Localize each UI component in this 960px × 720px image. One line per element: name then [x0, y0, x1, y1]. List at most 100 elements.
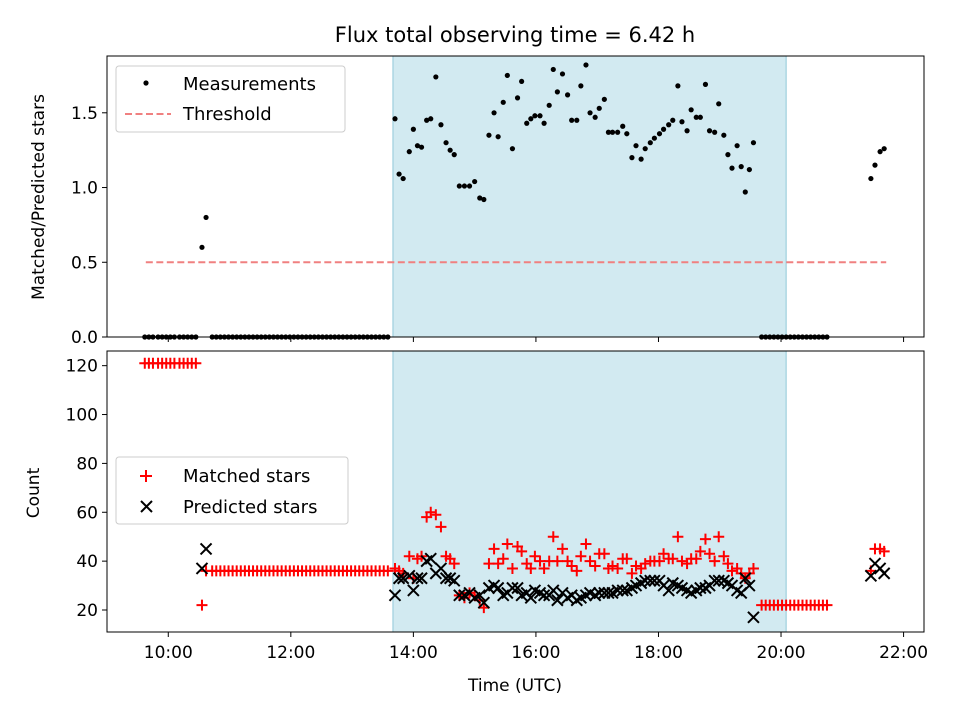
- measurements-point: [481, 196, 487, 203]
- measurements-point: [587, 110, 593, 116]
- measurements-point: [583, 62, 589, 68]
- predicted-stars-point: [616, 584, 629, 597]
- measurements-point: [633, 143, 639, 149]
- matched-stars-point: [667, 553, 679, 565]
- measurements-point: [509, 146, 516, 152]
- top-y-tick-label: 0.0: [71, 328, 98, 348]
- predicted-stars-point: [448, 574, 461, 587]
- measurements-point: [679, 119, 685, 125]
- measurements-point: [418, 144, 425, 150]
- measurements-point: [638, 156, 644, 162]
- predicted-stars-point: [477, 596, 491, 609]
- measurements-point: [495, 134, 501, 140]
- matched-stars-point: [584, 555, 596, 567]
- matched-stars-point: [492, 558, 504, 570]
- predicted-stars-point: [743, 579, 756, 592]
- matched-stars-point: [497, 553, 509, 565]
- measurements-point: [532, 113, 538, 119]
- measurements-point: [203, 214, 209, 221]
- matched-stars-point: [534, 555, 546, 567]
- measurements-point: [706, 128, 713, 134]
- measurements-point: [472, 178, 478, 185]
- measurements-point: [500, 99, 506, 105]
- predicted-stars-point: [415, 572, 428, 585]
- matched-stars-point: [612, 562, 624, 574]
- measurements-point: [466, 183, 473, 189]
- matched-stars-point: [704, 548, 716, 560]
- matched-stars-point: [589, 560, 601, 572]
- measurements-point: [670, 117, 676, 123]
- matched-stars-point: [726, 565, 738, 577]
- predicted-stars-point: [739, 572, 752, 585]
- matched-stars-point: [672, 531, 684, 543]
- predicted-stars-point: [434, 562, 448, 575]
- bottom-legend-box: [115, 456, 349, 525]
- measurements-point: [546, 102, 552, 108]
- x-tick-label: 12:00: [266, 643, 315, 663]
- bottom-y-tick-label: 120: [66, 357, 98, 377]
- measurements-point: [872, 162, 878, 168]
- legend-predicted-marker: [140, 500, 153, 513]
- predicted-stars-point: [611, 584, 624, 597]
- measurements-point: [712, 129, 718, 135]
- matched-stars-point: [621, 553, 633, 565]
- predicted-stars-point: [864, 569, 878, 583]
- top-legend: Measurements Threshold: [115, 65, 346, 133]
- matched-stars-point: [556, 543, 568, 555]
- matched-stars-point: [718, 550, 730, 562]
- top-legend-box: [115, 65, 346, 133]
- top-axes: 0.0 0.5 1.0 1.5: [71, 104, 905, 348]
- measurements-point: [601, 96, 607, 102]
- measurements-point: [868, 175, 874, 182]
- predicted-stars-point: [511, 581, 524, 595]
- measurements-point: [410, 126, 416, 132]
- predicted-stars-point: [602, 586, 615, 600]
- measurements-point: [675, 83, 681, 89]
- measurements-point: [605, 129, 612, 135]
- matched-stars-point: [690, 553, 702, 565]
- predicted-stars-point: [473, 589, 486, 602]
- measurements-point: [684, 128, 690, 134]
- measurements-point: [569, 117, 575, 123]
- matched-stars-point: [403, 550, 415, 562]
- measurements-point: [491, 110, 497, 116]
- predicted-stars-point: [712, 574, 725, 587]
- predicted-stars-point: [424, 552, 437, 565]
- predicted-stars-point: [694, 581, 707, 595]
- top-plot-frame: [106, 55, 925, 338]
- measurements-point: [647, 140, 653, 146]
- bottom-legend: Matched stars Predicted stars: [115, 456, 349, 525]
- measurements-point: [702, 81, 709, 87]
- top-y-tick-label: 0.5: [71, 253, 98, 273]
- predicted-stars-point: [199, 542, 213, 556]
- matched-stars-point: [607, 560, 619, 572]
- x-tick-label: 14:00: [389, 643, 438, 663]
- bottom-axes: 20 40 60 80 100 120 10:00 12:00 14:00 16:00 18:00 2…: [66, 357, 929, 663]
- predicted-stars-point: [547, 584, 560, 597]
- bottom-y-tick-label: 40: [76, 552, 98, 572]
- measurements-point: [486, 132, 492, 138]
- measurements-point: [428, 116, 434, 122]
- matched-stars-point: [538, 562, 550, 574]
- predicted-stars-point: [392, 572, 406, 585]
- predicted-stars-point: [708, 574, 721, 587]
- x-tick-label: 10:00: [144, 643, 193, 663]
- measurements-point: [592, 114, 598, 120]
- top-shaded-span: [392, 55, 787, 338]
- measurements-point: [666, 122, 672, 128]
- legend-predicted-label: Predicted stars: [183, 497, 317, 518]
- predicted-stars-point: [644, 574, 657, 587]
- matched-stars-point: [722, 558, 734, 570]
- bottom-y-axis-label: Count: [24, 467, 44, 518]
- measurements-point: [396, 171, 402, 177]
- measurements-point: [734, 143, 740, 149]
- matched-stars-point: [694, 545, 706, 557]
- bottom-y-tick-label: 20: [76, 601, 98, 621]
- predicted-stars-point: [551, 594, 564, 607]
- matched-stars-point: [551, 555, 563, 567]
- measurements-point: [697, 114, 703, 120]
- measurements-point: [438, 122, 444, 128]
- matched-stars-point: [425, 506, 437, 518]
- matched-stars-point: [580, 538, 592, 550]
